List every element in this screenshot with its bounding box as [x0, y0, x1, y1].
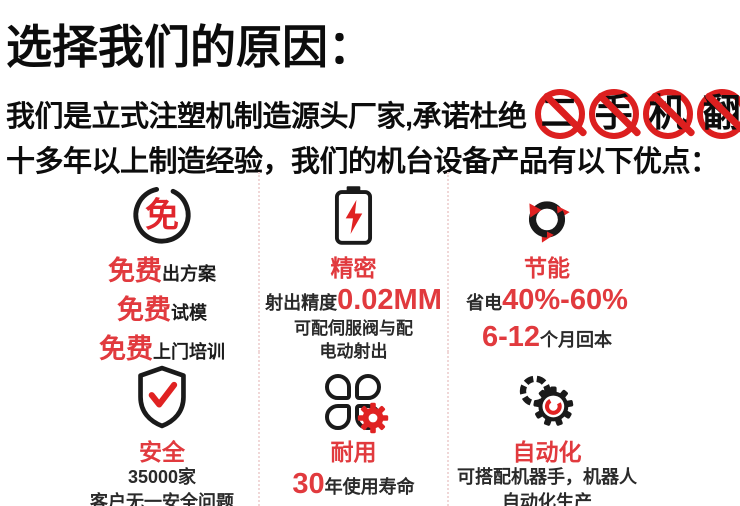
free-rest: 出方案 [162, 264, 216, 284]
feature-title: 节能 [524, 255, 570, 281]
free-circle-icon: 免 [66, 178, 258, 246]
free-emphasis: 免费 [99, 334, 153, 364]
automation-note-1: 可搭配机器手，机器人 [457, 467, 637, 488]
battery-bolt-icon [260, 178, 447, 246]
subtitle-line1-row: 我们是立式注塑机制造源头厂家,承诺杜绝 二 手 机 翻 新 [6, 86, 740, 142]
precision-note-1: 可配伺服阀与配 [294, 319, 413, 339]
feature-title: 精密 [330, 255, 377, 281]
safety-note: 客户无一安全问题 [90, 491, 234, 506]
spec-value: 0.02MM [337, 284, 442, 317]
precision-note-2: 电动射出 [319, 342, 388, 362]
no-secondhand-badge-2: 手 [588, 89, 642, 139]
red-gear-icon [357, 402, 388, 434]
clover-gear-icon [260, 362, 447, 434]
svg-text:免: 免 [145, 197, 179, 235]
clover-petal [354, 374, 381, 400]
no-secondhand-badge-4: 翻 [696, 89, 740, 139]
free-rest: 试模 [171, 303, 207, 323]
clover-petal [324, 404, 351, 430]
free-line-1: 免费出方案 [66, 254, 258, 293]
free-emphasis: 免费 [108, 256, 162, 286]
spec-suffix: 个月回本 [540, 330, 613, 351]
recycle-icon [449, 178, 645, 246]
page-title: 选择我们的原因： [6, 21, 374, 73]
automation-note-2: 自动化生产 [502, 491, 592, 506]
banned-badges: 二 手 机 翻 新 [534, 89, 740, 139]
subtitle-line1: 我们是立式注塑机制造源头厂家,承诺杜绝 [6, 101, 527, 133]
free-rest: 上门培训 [153, 342, 225, 362]
feature-title: 自动化 [512, 439, 582, 465]
no-secondhand-badge-1: 二 [534, 89, 588, 139]
clover-petal [324, 374, 351, 400]
spec-value: 40%-60% [502, 284, 628, 317]
feature-card-energy-saving: 节能 省电40%-60% 6-12个月回本 [449, 172, 645, 355]
spec-prefix: 射出精度 [265, 293, 338, 314]
shield-check-icon [66, 362, 258, 430]
clover-shape [324, 374, 388, 434]
energy-spec-line-1: 省电40%-60% [449, 283, 645, 318]
free-emphasis: 免费 [117, 295, 171, 325]
subtitle-line2: 十多年以上制造经验，我们的机台设备产品有以下优点： [6, 146, 719, 178]
spec-value: 6-12 [481, 321, 541, 354]
free-lines: 免费出方案 免费试模 免费上门培训 [66, 254, 258, 371]
feature-card-safety: 安全 35000家 客户无一安全问题 [66, 352, 258, 506]
free-line-3: 免费上门培训 [66, 332, 258, 371]
feature-title: 耐用 [330, 439, 377, 465]
feature-title: 安全 [139, 439, 185, 465]
spec-value: 30 [292, 468, 325, 501]
safety-stat: 35000家 [127, 467, 197, 488]
feature-card-free-services: 免 免费出方案 免费试模 免费上门培训 [66, 172, 258, 364]
free-line-2: 免费试模 [66, 293, 258, 332]
spec-prefix: 省电 [466, 293, 503, 314]
no-secondhand-badge-3: 机 [642, 89, 696, 139]
feature-card-automation: 自动化 可搭配机器手，机器人 自动化生产 [449, 352, 645, 506]
precision-spec-line: 射出精度0.02MM [260, 283, 447, 318]
feature-card-precision: 精密 射出精度0.02MM 可配伺服阀与配 电动射出 [258, 172, 449, 361]
durability-spec-line: 30年使用寿命 [260, 467, 447, 502]
automation-gear-icon [449, 362, 645, 430]
features-grid: 免 免费出方案 免费试模 免费上门培训 精密 射出精度0.02MM 可配伺服阀与… [66, 172, 645, 506]
energy-spec-line-2: 6-12个月回本 [449, 320, 645, 355]
spec-suffix: 年使用寿命 [324, 477, 415, 498]
feature-card-durability: 耐用 30年使用寿命 [258, 352, 449, 506]
